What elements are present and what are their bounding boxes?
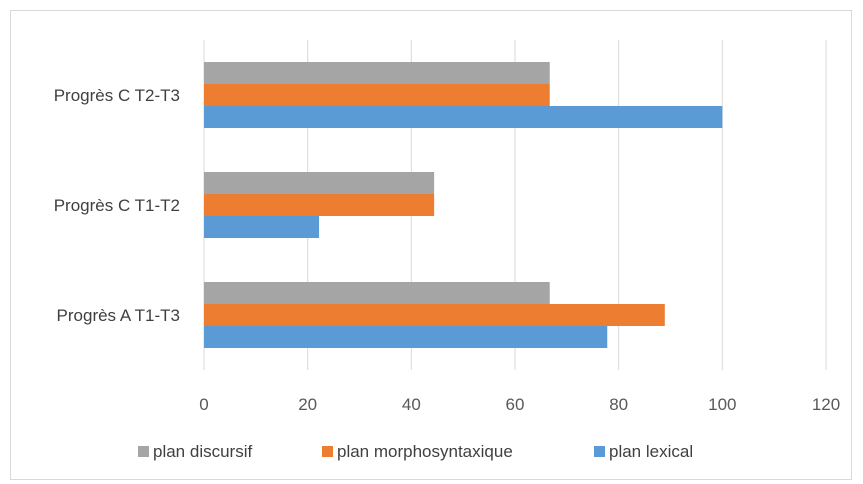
legend: plan discursif plan morphosyntaxique plan … <box>138 442 693 461</box>
legend-swatch <box>322 446 333 457</box>
tick-label: 120 <box>812 395 840 414</box>
bar <box>204 304 665 326</box>
legend-swatch <box>594 446 605 457</box>
bar <box>204 62 550 84</box>
bar <box>204 216 320 238</box>
tick-label: 60 <box>506 395 525 414</box>
category-label: Progrès C T1-T2 <box>54 196 180 215</box>
bars: Progrès A T1-T3 Progrès C T1-T2 Progrès C … <box>54 62 723 348</box>
tick-label: 40 <box>402 395 421 414</box>
bar <box>204 84 550 106</box>
category-label: Progrès A T1-T3 <box>57 306 180 325</box>
legend-label: plan discursif <box>153 442 252 461</box>
legend-label: plan morphosyntaxique <box>337 442 513 461</box>
bar <box>204 194 435 216</box>
tick-label: 100 <box>708 395 736 414</box>
bar <box>204 106 723 128</box>
bar <box>204 172 435 194</box>
bar <box>204 326 608 348</box>
tick-label: 80 <box>609 395 628 414</box>
tick-label: 20 <box>298 395 317 414</box>
legend-label: plan lexical <box>609 442 693 461</box>
legend-swatch <box>138 446 149 457</box>
x-axis-ticks: 0 20 40 60 80 100 120 <box>199 395 840 414</box>
bar <box>204 282 550 304</box>
category-label: Progrès C T2-T3 <box>54 86 180 105</box>
tick-label: 0 <box>199 395 208 414</box>
